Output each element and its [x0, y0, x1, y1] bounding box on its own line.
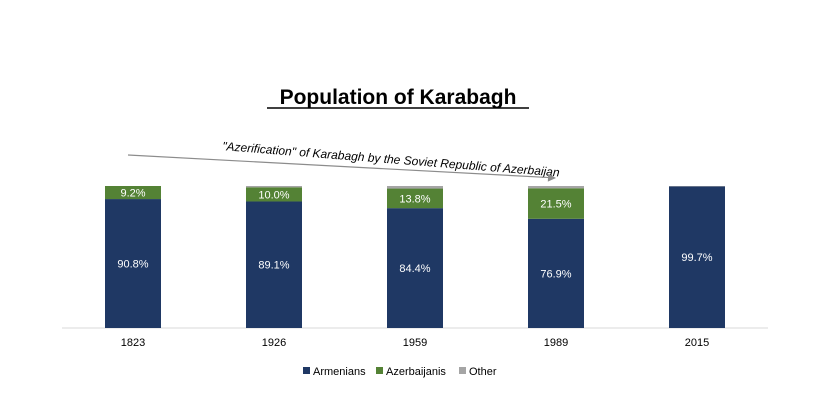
- bar-armenians-1989: [528, 218, 584, 328]
- bar-armenians-1959: [387, 208, 443, 328]
- data-label-armenians-1823: 90.8%: [117, 259, 148, 271]
- bar-armenians-1926: [246, 201, 302, 328]
- legend-swatch-azerbaijanis: [376, 367, 383, 374]
- x-tick-label-1926: 1926: [262, 337, 286, 349]
- x-tick-label-2015: 2015: [685, 337, 709, 349]
- bar-other-1926: [246, 186, 302, 188]
- legend-label-other: Other: [469, 366, 497, 378]
- annotation-text: "Azerification" of Karabagh by the Sovie…: [222, 139, 561, 180]
- x-tick-label-1989: 1989: [544, 337, 568, 349]
- data-label-armenians-1926: 89.1%: [258, 260, 289, 272]
- bar-azerbaijanis-1989: [528, 188, 584, 219]
- legend-label-azerbaijanis: Azerbaijanis: [386, 366, 446, 378]
- legend-swatch-armenians: [303, 367, 310, 374]
- data-label-armenians-2015: 99.7%: [681, 252, 712, 264]
- legend-label-armenians: Armenians: [313, 366, 366, 378]
- bar-armenians-2015: [669, 186, 725, 328]
- bar-azerbaijanis-1959: [387, 188, 443, 209]
- annotation-arrow-line: [127, 154, 553, 179]
- data-label-azerbaijanis-1926: 10.0%: [258, 189, 289, 201]
- chart-title: Population of Karabagh: [280, 86, 517, 109]
- data-label-azerbaijanis-1959: 13.8%: [399, 193, 430, 205]
- legend: Armenians Azerbaijanis Other: [303, 366, 497, 378]
- x-tick-labels: 1823 1926 1959 1989 2015: [121, 337, 709, 349]
- bar-azerbaijanis-1823: [105, 186, 161, 200]
- annotation-group: "Azerification" of Karabagh by the Sovie…: [127, 139, 561, 182]
- data-label-armenians-1959: 84.4%: [399, 263, 430, 275]
- bar-other-1989: [528, 186, 584, 189]
- data-label-azerbaijanis-1989: 21.5%: [540, 199, 571, 211]
- data-label-azerbaijanis-1823: 9.2%: [120, 188, 145, 200]
- data-label-armenians-1989: 76.9%: [540, 268, 571, 280]
- bar-other-1959: [387, 186, 443, 189]
- x-tick-label-1959: 1959: [403, 337, 427, 349]
- bar-azerbaijanis-1926: [246, 187, 302, 202]
- x-tick-label-1823: 1823: [121, 337, 145, 349]
- legend-swatch-other: [459, 367, 466, 374]
- bar-armenians-1823: [105, 199, 161, 328]
- bar-group: 90.8% 9.2% 89.1% 10.0% 84.4% 13.8% 76.9% 21.5% 9…: [105, 186, 725, 328]
- annotation-arrow-head: [547, 173, 556, 182]
- chart-title-group: Population of Karabagh: [267, 86, 529, 109]
